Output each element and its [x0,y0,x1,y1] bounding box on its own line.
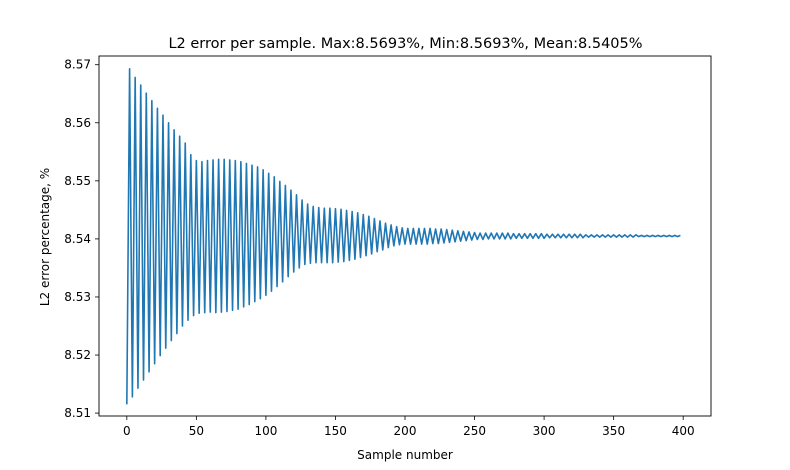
x-tick-label: 200 [394,424,417,438]
y-tick-label: 8.57 [64,58,91,72]
y-axis: 8.51 8.52 8.53 8.54 8.55 8.56 8.57 [64,58,99,420]
x-tick-label: 250 [463,424,486,438]
x-tick-label: 0 [123,424,131,438]
y-tick-label: 8.55 [64,174,91,188]
x-tick-label: 150 [324,424,347,438]
plot-area [126,67,681,405]
chart-title: L2 error per sample. Max:8.5693%, Min:8.… [168,36,642,52]
y-tick-label: 8.56 [64,116,91,130]
x-tick-label: 300 [533,424,556,438]
y-tick-label: 8.51 [64,406,91,420]
series-line [126,67,681,405]
y-tick-label: 8.54 [64,232,91,246]
x-axis-label: Sample number [357,448,453,462]
x-tick-label: 100 [254,424,277,438]
y-tick-label: 8.52 [64,348,91,362]
y-axis-label: L2 error percentage, % [38,168,52,306]
y-tick-label: 8.53 [64,290,91,304]
x-tick-label: 400 [672,424,695,438]
x-axis: 0 50 100 150 200 250 300 350 400 [123,416,695,438]
x-tick-label: 350 [602,424,625,438]
x-tick-label: 50 [189,424,204,438]
